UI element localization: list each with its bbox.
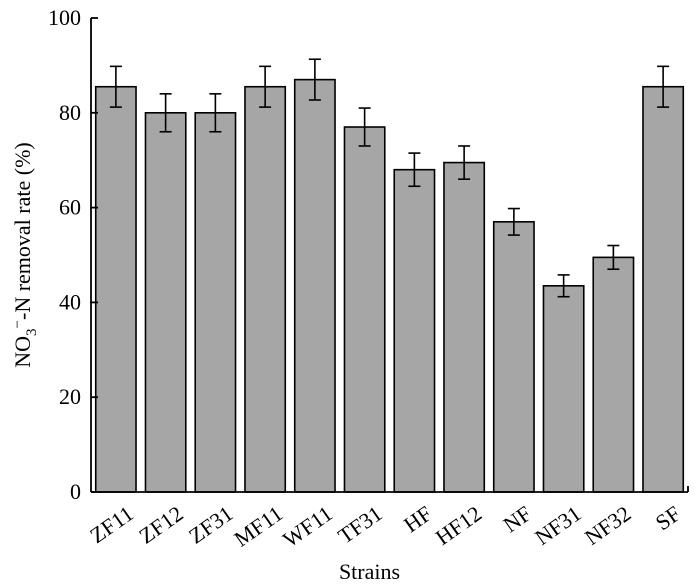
axes-group [90, 18, 689, 493]
bar-nf31 [542, 285, 585, 493]
y-ticks-group: 0 20 40 60 80 100 [48, 5, 98, 504]
y-axis-title-subscript: 3 [24, 328, 40, 336]
error-bar-tf31 [358, 107, 371, 147]
error-bar-nf31 [557, 274, 570, 298]
y-tick-label-40: 40 [59, 289, 81, 314]
error-bar-zf12 [159, 93, 172, 133]
error-bar-zf11 [109, 65, 122, 108]
error-bars-group [109, 58, 670, 298]
error-bar-hf [408, 152, 421, 188]
bar-tf31 [343, 126, 386, 493]
x-tick-label-tf31: TF31 [333, 501, 386, 549]
bars-group [94, 78, 685, 493]
x-tick-label-nf32: NF32 [580, 501, 635, 550]
x-tick-label-mf11: MF11 [229, 501, 287, 552]
bar-zf11 [94, 85, 137, 493]
bar-hf12 [443, 161, 486, 493]
bar-hf [393, 168, 436, 493]
y-tick-label-20: 20 [59, 384, 81, 409]
x-tick-label-hf: HF [399, 501, 436, 538]
x-axis-title: Strains [339, 559, 400, 584]
error-bar-sf [657, 65, 670, 108]
y-tick-label-80: 80 [59, 100, 81, 125]
error-bar-nf [507, 207, 520, 236]
bar-zf31 [194, 112, 237, 493]
y-tick-label-60: 60 [59, 195, 81, 220]
x-tick-label-zf11: ZF11 [85, 501, 138, 548]
x-tick-label-nf31: NF31 [530, 501, 585, 550]
bar-wf11 [293, 78, 336, 493]
y-axis-title: NO3−-N removal rate (%) [10, 142, 40, 368]
bar-mf11 [244, 85, 287, 493]
error-bar-wf11 [308, 58, 321, 101]
x-tick-label-hf12: HF12 [431, 501, 486, 550]
y-tick-label-0: 0 [70, 479, 81, 504]
y-axis-title-prefix: NO [10, 336, 35, 368]
bar-nf32 [592, 256, 635, 493]
y-axis-title-suffix: -N removal rate (%) [10, 142, 35, 320]
x-tick-label-wf11: WF11 [278, 501, 337, 553]
x-tick-label-zf12: ZF12 [134, 501, 187, 549]
bar-nf [492, 221, 535, 493]
x-tick-label-nf: NF [499, 501, 536, 538]
error-bar-nf32 [607, 244, 620, 271]
y-tick-label-100: 100 [48, 5, 81, 30]
error-bar-mf11 [259, 65, 272, 108]
x-tick-label-sf: SF [651, 501, 685, 536]
x-tick-label-zf31: ZF31 [184, 501, 237, 549]
bar-zf12 [144, 112, 187, 493]
bar-sf [642, 85, 685, 493]
y-axis-title-superscript: − [10, 320, 26, 328]
error-bar-hf12 [458, 145, 471, 180]
error-bar-zf31 [209, 93, 222, 133]
